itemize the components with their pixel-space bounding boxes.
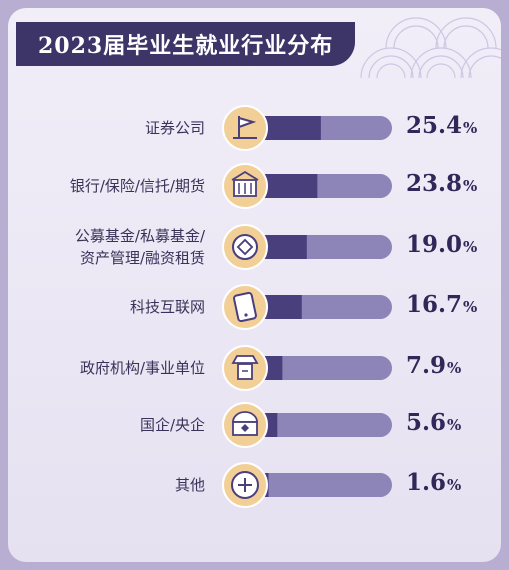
category-label-line: 公募基金/私募基金/ xyxy=(74,227,205,245)
value-unit: % xyxy=(463,238,478,256)
value-label: 25.4% xyxy=(406,112,477,139)
official-icon xyxy=(222,345,268,391)
flag-icon xyxy=(222,105,268,151)
value-unit: % xyxy=(447,416,462,434)
coin-icon xyxy=(222,224,268,270)
value-number: 19.0 xyxy=(406,231,463,258)
value-unit: % xyxy=(463,298,478,316)
category-label: 政府机构/事业单位 xyxy=(0,357,205,379)
value-label: 16.7% xyxy=(406,291,477,318)
value-unit: % xyxy=(447,476,462,494)
value-number: 23.8 xyxy=(406,170,463,197)
value-label: 19.0% xyxy=(406,231,477,258)
value-unit: % xyxy=(463,119,478,137)
title-banner: 2023届毕业生就业行业分布 xyxy=(16,22,356,66)
phone-icon xyxy=(222,284,268,330)
category-label-line: 证券公司 xyxy=(144,119,205,137)
plus-icon xyxy=(222,462,268,508)
value-number: 16.7 xyxy=(406,291,463,318)
category-label-line: 政府机构/事业单位 xyxy=(79,359,205,377)
category-label: 其他 xyxy=(0,474,205,496)
value-label: 7.9% xyxy=(406,352,461,379)
category-label-line: 资产管理/融资租赁 xyxy=(79,249,205,267)
value-label: 5.6% xyxy=(406,409,461,436)
category-label: 银行/保险/信托/期货 xyxy=(0,175,205,197)
enterprise-icon xyxy=(222,402,268,448)
value-unit: % xyxy=(447,359,462,377)
building-icon xyxy=(222,163,268,209)
value-number: 25.4 xyxy=(406,112,463,139)
category-label-line: 科技互联网 xyxy=(129,298,205,316)
category-label-line: 其他 xyxy=(174,476,205,494)
category-label: 科技互联网 xyxy=(0,296,205,318)
value-label: 23.8% xyxy=(406,170,477,197)
category-label-line: 国企/央企 xyxy=(139,416,205,434)
bar-track xyxy=(245,413,392,437)
value-label: 1.6% xyxy=(406,469,461,496)
category-label: 公募基金/私募基金/资产管理/融资租赁 xyxy=(0,225,205,269)
category-label-line: 银行/保险/信托/期货 xyxy=(69,177,205,195)
wave-decoration xyxy=(360,17,501,78)
category-label: 国企/央企 xyxy=(0,414,205,436)
category-label: 证券公司 xyxy=(0,117,205,139)
page-title: 2023届毕业生就业行业分布 xyxy=(38,33,334,59)
value-number: 7.9 xyxy=(406,352,447,379)
value-number: 1.6 xyxy=(406,469,447,496)
bar-track xyxy=(245,473,392,497)
value-number: 5.6 xyxy=(406,409,447,436)
value-unit: % xyxy=(463,177,478,195)
